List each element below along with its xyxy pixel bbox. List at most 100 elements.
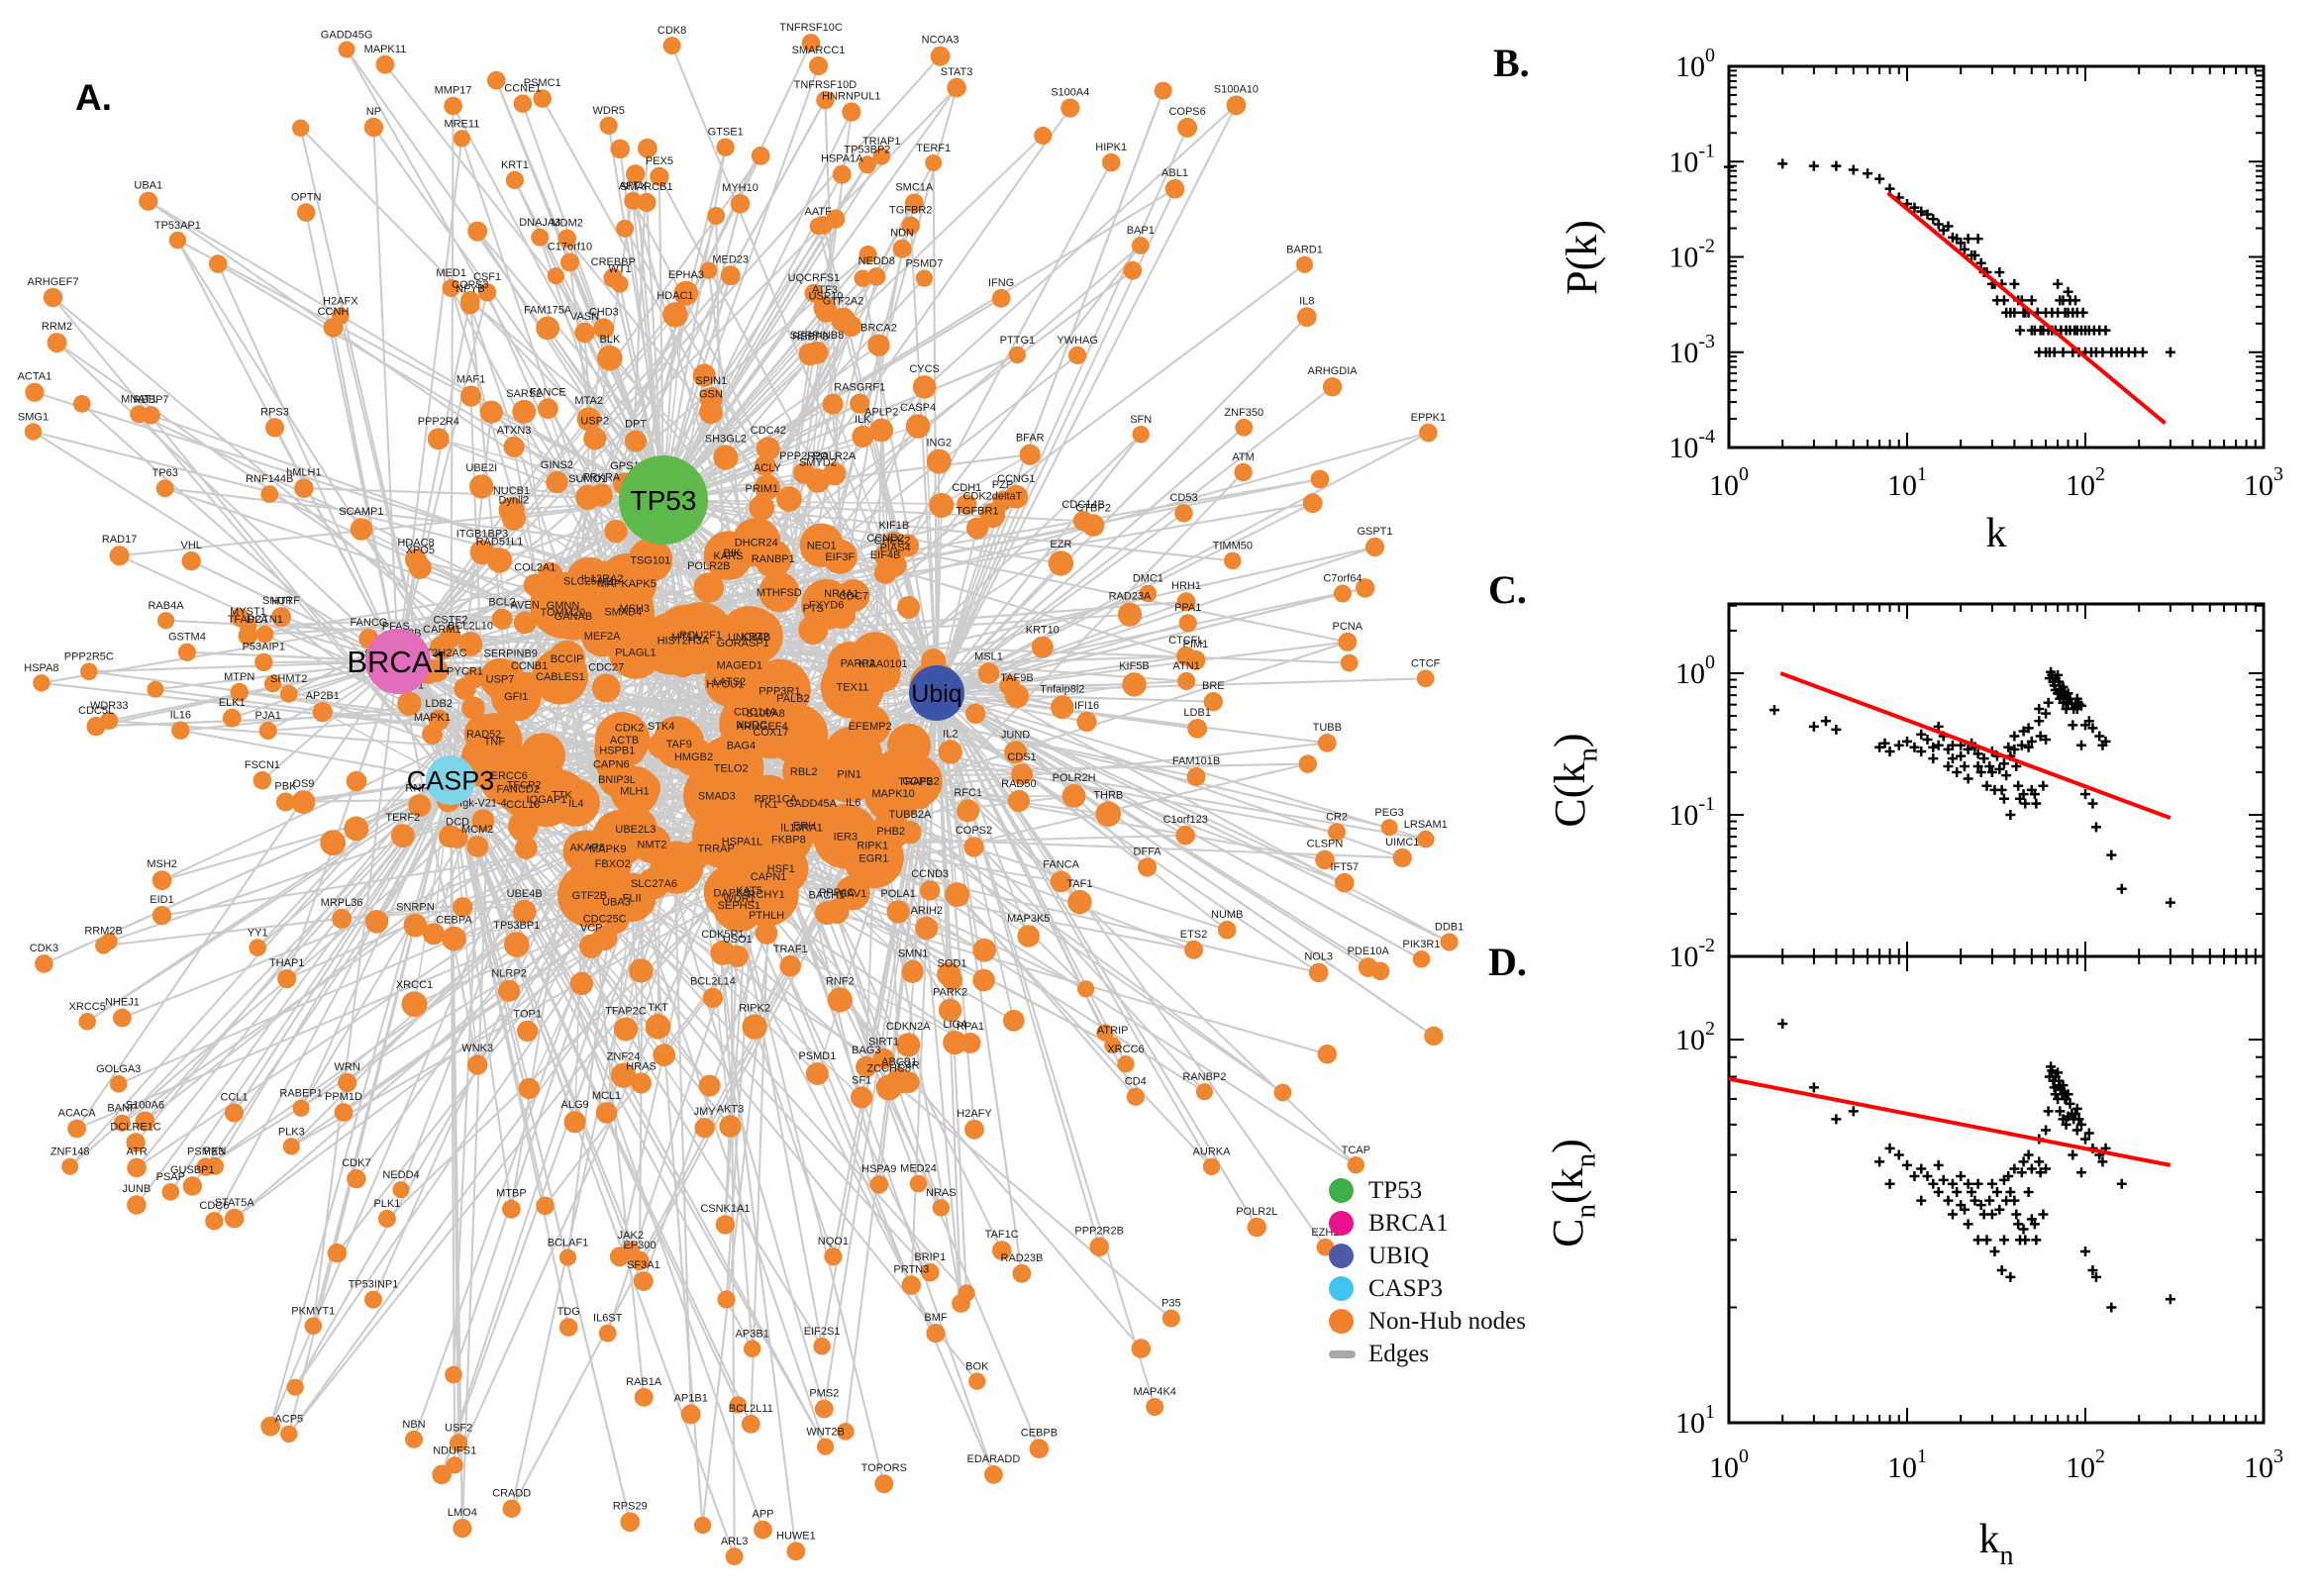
legend-item-ubiq: UBIQ (1329, 1240, 1526, 1272)
non-hub-node (725, 1547, 744, 1566)
gene-label: CDC14B (1061, 499, 1104, 511)
x-tick-label: 101 (1887, 463, 1927, 502)
non-hub-node (1081, 514, 1105, 537)
gene-label: COPS6 (1168, 106, 1205, 118)
non-hub-node (824, 1247, 843, 1266)
non-hub-node (860, 851, 885, 876)
non-hub-node (680, 1404, 701, 1425)
non-hub-node (1089, 1237, 1109, 1257)
gene-label: S100A10 (1214, 83, 1259, 95)
non-hub-node (604, 519, 628, 544)
gene-label: PPP3R1 (758, 685, 800, 697)
gene-label: MYH10 (722, 182, 758, 194)
gene-label: P53AIP1 (243, 642, 285, 653)
gene-label: NR4A1 (824, 588, 858, 600)
gene-label: TFAP2C (605, 1006, 647, 1018)
gene-label: PPP2R5C (64, 651, 114, 663)
gene-label: IL16 (170, 710, 191, 722)
gene-label: POLR2A (813, 450, 857, 462)
non-hub-node (279, 684, 298, 703)
gene-label: FBXO2 (595, 858, 631, 870)
non-hub-node (1162, 1309, 1180, 1328)
gene-label: IFI16 (1074, 700, 1099, 712)
non-hub-node (822, 539, 858, 574)
gene-label: USP7 (486, 673, 515, 685)
gene-label: NLRP2 (491, 968, 526, 980)
non-hub-node (776, 486, 802, 512)
non-hub-node (1061, 784, 1086, 808)
non-hub-node (896, 1033, 921, 1057)
gene-label: CDK7 (342, 1157, 370, 1169)
gene-label: TK1 (758, 799, 777, 811)
gene-label: RAD51L1 (476, 536, 524, 548)
non-hub-node (879, 547, 905, 571)
gene-label: HSPB1 (599, 746, 635, 757)
gene-label: HYOU1 (706, 679, 744, 691)
non-hub-node (634, 1271, 654, 1291)
non-hub-node (754, 474, 780, 501)
non-hub-node (1068, 346, 1087, 364)
gene-label: JAK2 (618, 1230, 644, 1242)
non-hub-node (460, 385, 482, 407)
non-hub-node (1247, 1217, 1267, 1238)
non-hub-node (1060, 98, 1080, 118)
non-hub-node (1164, 179, 1185, 199)
gene-label: PKMYT1 (291, 1306, 335, 1318)
gene-label: GMNN (547, 600, 580, 612)
non-hub-node (171, 721, 190, 740)
legend-item-tp53: TP53 (1329, 1174, 1526, 1207)
gene-label: WNK3 (461, 1043, 493, 1054)
non-hub-node (1174, 504, 1193, 523)
non-hub-node (937, 962, 961, 986)
gene-label: NEDD4 (382, 1169, 419, 1181)
non-hub-node (503, 436, 525, 457)
gene-label: GFI1 (504, 691, 528, 703)
non-hub-node (871, 811, 911, 850)
gene-label: PTS (803, 603, 824, 615)
non-hub-node (304, 1317, 323, 1336)
tick-marks (1728, 956, 2265, 1424)
x-tick-label: 100 (1709, 1446, 1749, 1484)
gene-label: ARL3 (721, 1536, 749, 1547)
gene-label: ETS2 (1180, 929, 1208, 941)
non-hub-node (805, 341, 829, 364)
non-hub-node (610, 1062, 637, 1088)
non-hub-node (423, 923, 446, 946)
non-hub-node (864, 645, 902, 682)
non-hub-node (518, 1077, 541, 1100)
non-hub-node (837, 579, 870, 613)
gene-label: CDKN2A (886, 1021, 931, 1033)
hub-label-TP53: TP53 (631, 485, 697, 516)
gene-label: HUWE1 (776, 1530, 816, 1542)
hub-node-CASP3 (426, 755, 475, 805)
non-hub-node (637, 192, 656, 213)
non-hub-node (1364, 537, 1385, 557)
gene-label: PLAGL1 (615, 648, 656, 659)
non-hub-node (445, 1365, 462, 1384)
gene-label: FKBP8 (771, 834, 806, 846)
gene-label: RNF144B (246, 473, 293, 485)
gene-label: RFC1 (954, 787, 982, 799)
gene-label: THAP1 (269, 957, 304, 969)
non-hub-node (943, 1031, 967, 1055)
non-hub-node (926, 1324, 946, 1344)
non-hub-node (616, 219, 635, 238)
non-hub-node (779, 954, 801, 977)
gene-label: YWHAG (1057, 335, 1098, 347)
legend-item-brca1: BRCA1 (1329, 1207, 1526, 1240)
non-hub-node (1370, 961, 1390, 981)
gene-label: Tnfaip8l2 (1040, 683, 1084, 695)
non-hub-node (432, 1464, 452, 1485)
x-tick-label: 103 (2244, 1446, 2283, 1484)
non-hub-node (897, 596, 921, 619)
non-hub-node (560, 252, 579, 272)
non-hub-node (260, 485, 279, 503)
non-hub-node (826, 209, 846, 229)
gene-label: H2AFX (323, 295, 358, 307)
gene-label: AP3B1 (736, 1328, 769, 1340)
gene-label: RASGRF1 (834, 382, 885, 394)
gene-label: AVEN (511, 600, 540, 612)
gene-label: GSTM4 (168, 632, 206, 644)
non-hub-node (1338, 632, 1358, 651)
non-hub-node (977, 662, 1000, 684)
